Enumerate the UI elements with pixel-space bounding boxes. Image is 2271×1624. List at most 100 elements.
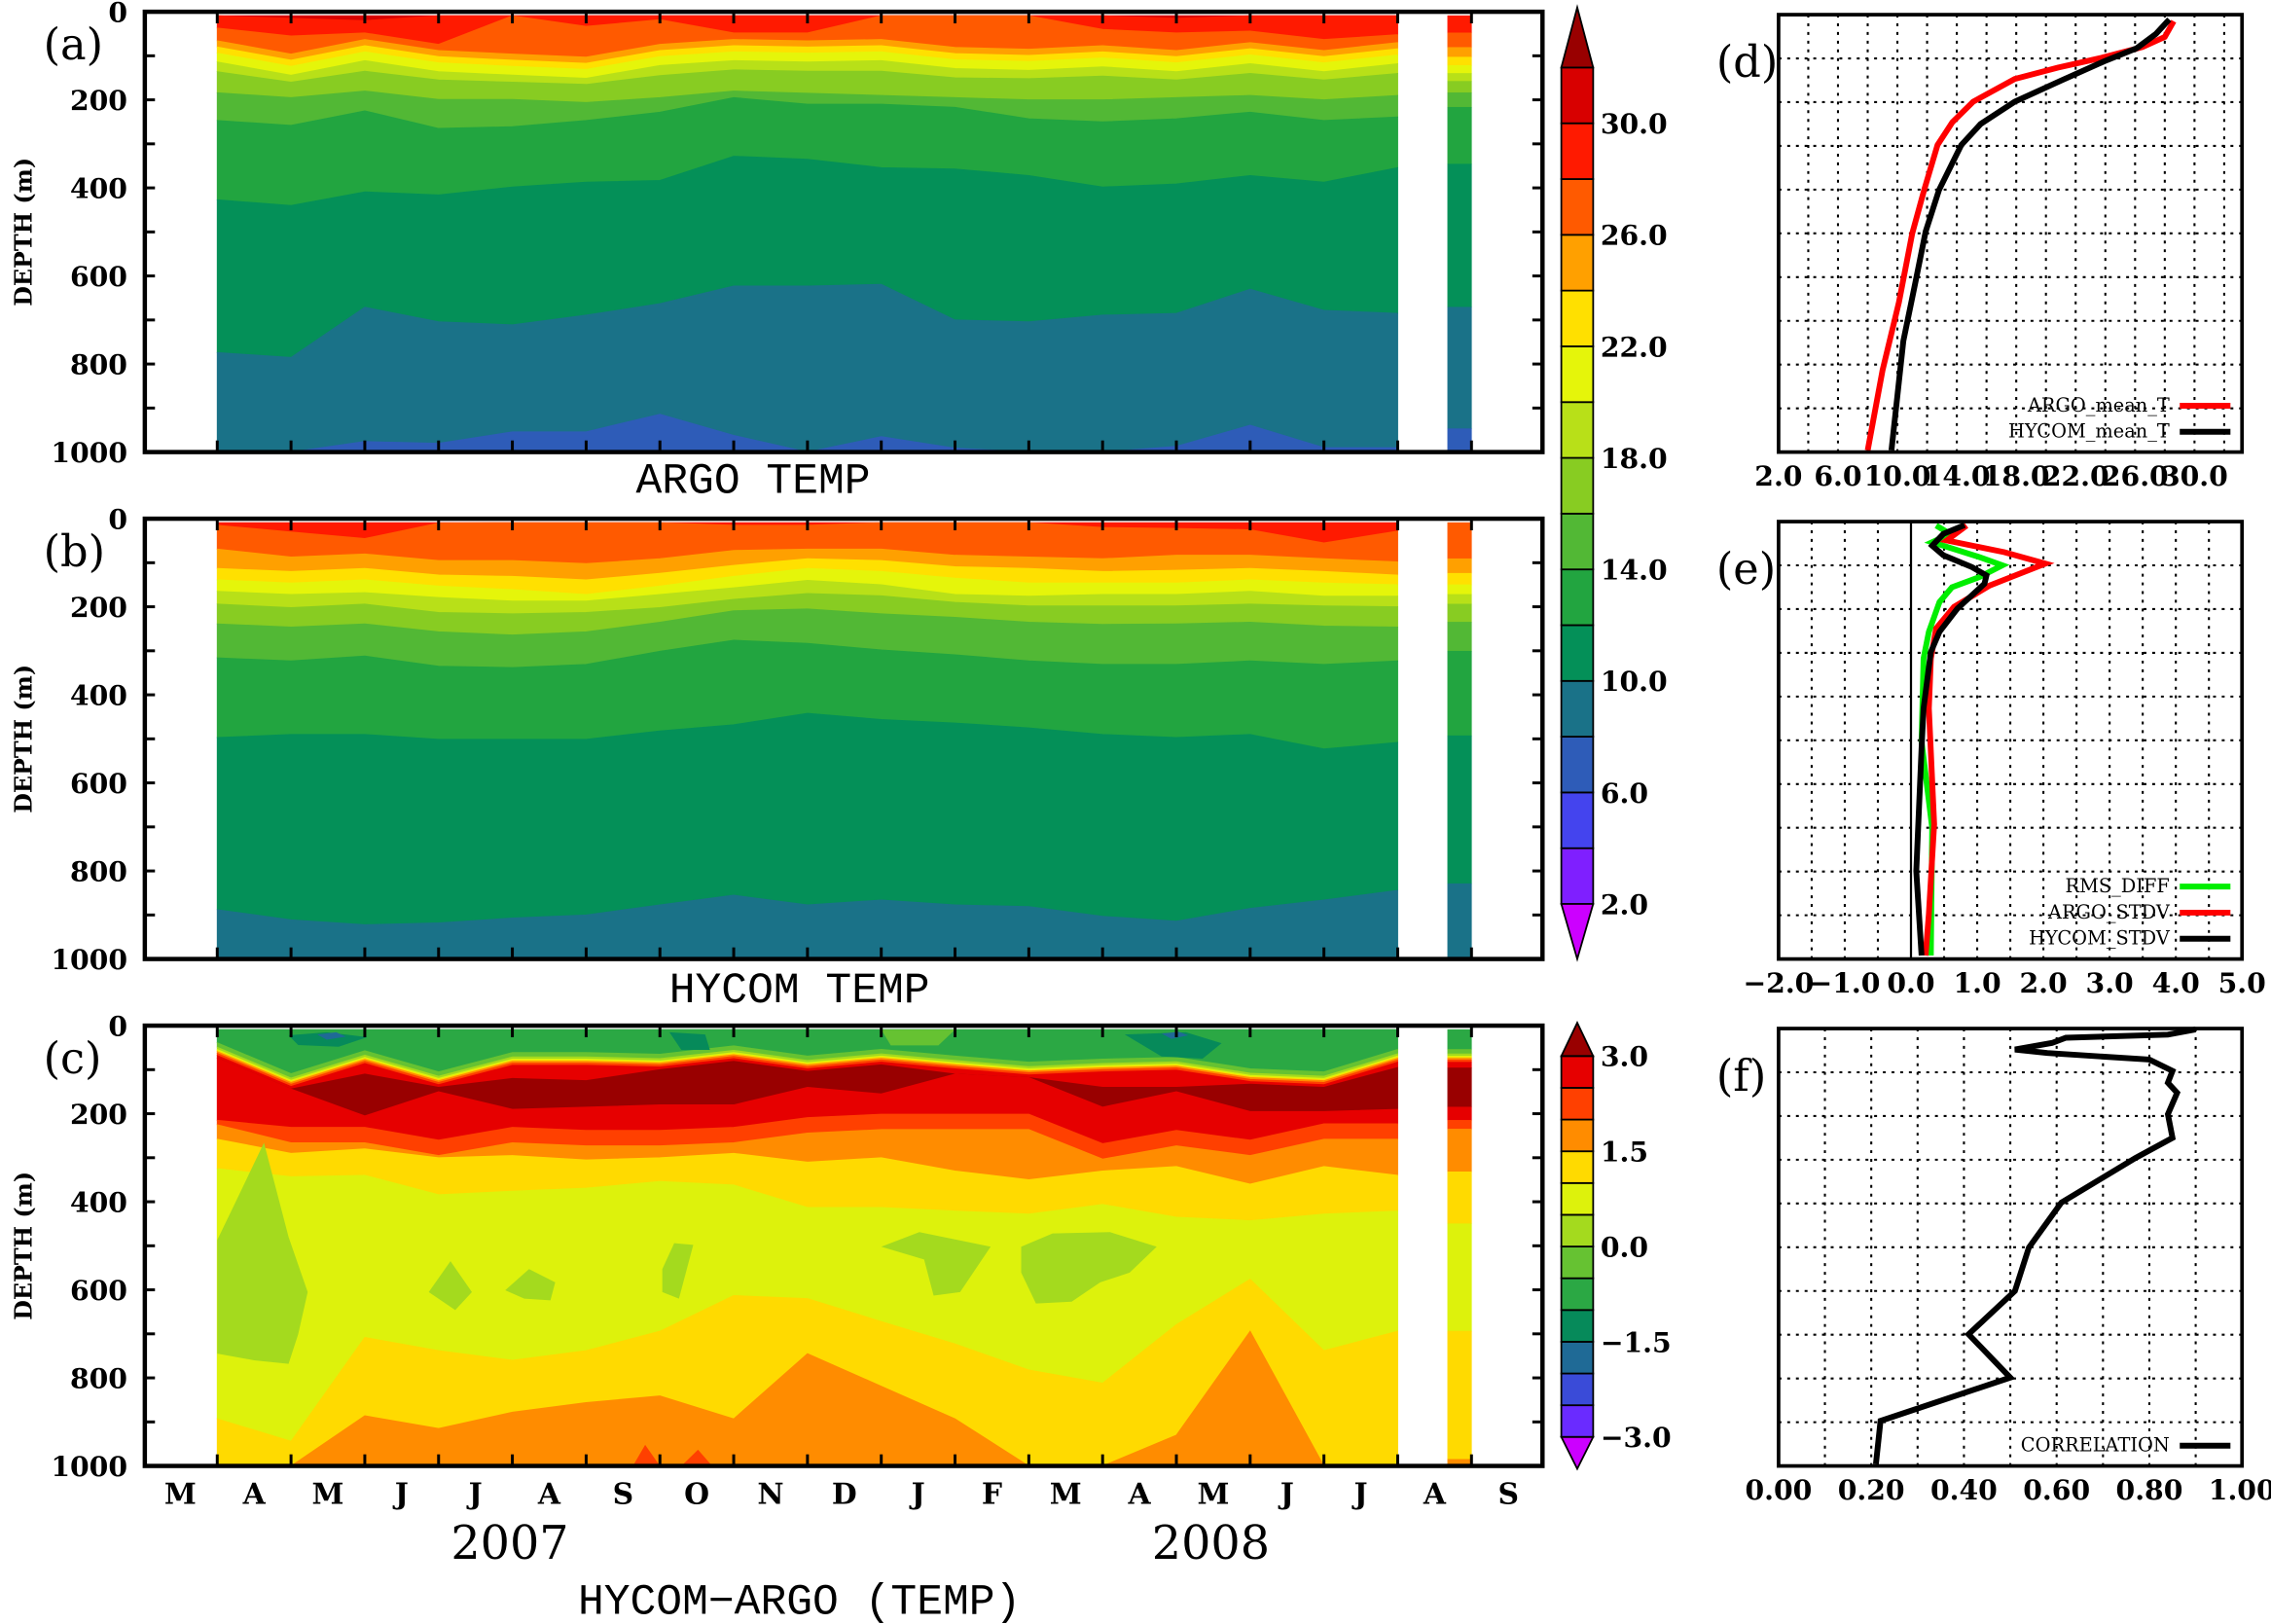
colorbar-label: 18.0 [1601, 442, 1668, 475]
x-tick-label: 0.40 [1930, 1473, 1998, 1506]
strip-band-24-26 [1447, 558, 1472, 574]
colorbar-label: 10.0 [1601, 665, 1668, 698]
strip-band-16-18 [1447, 81, 1472, 93]
panel-f: 0.00 0.20 0.40 0.60 0.80 1.00 (f) CORRELATION [1716, 1027, 2271, 1506]
month-label: J [909, 1477, 925, 1511]
month-label: M [1050, 1477, 1082, 1511]
panel-label: (e) [1716, 544, 1776, 595]
contour-patch [1124, 1031, 1222, 1059]
contour-patch [669, 1031, 710, 1050]
month-label: A [1128, 1477, 1152, 1511]
legend-label: CORRELATION [2021, 1434, 2170, 1457]
colorbar-label: 2.0 [1601, 887, 1648, 920]
y-tick-label: 800 [70, 348, 127, 381]
strip-band-6-8 [1447, 428, 1472, 452]
strip-band-22-24 [1447, 572, 1472, 586]
contour-patch [317, 1031, 346, 1040]
panel-label: (f) [1716, 1051, 1766, 1101]
colorbar-bin [1560, 1213, 1595, 1247]
month-label: F [982, 1477, 1002, 1511]
x-tick-label: 6.0 [1814, 459, 1861, 492]
strip-band-16-18 [1447, 603, 1472, 623]
strip-band-0.0-0.5 [1447, 1053, 1472, 1057]
x-tick-label: 22.0 [2042, 459, 2109, 492]
panel-label: (d) [1716, 37, 1778, 88]
colorbar-label: 26.0 [1601, 219, 1668, 252]
colorbar-label: 0.0 [1601, 1230, 1648, 1263]
month-label: A [242, 1477, 267, 1511]
colorbar-label: 30.0 [1601, 107, 1668, 140]
colorbar-bin [1560, 345, 1595, 404]
colorbar-bin [1560, 1055, 1595, 1089]
x-tick-label: 0.60 [2023, 1473, 2090, 1506]
y-tick-label: 400 [70, 678, 127, 711]
x-tick-label: −2.0 [1743, 966, 1814, 999]
series-line-HYCOM_mean_T [1888, 17, 2172, 451]
strip-band-10-12 [1447, 163, 1472, 308]
colorbar-label: 14.0 [1601, 554, 1668, 587]
strip-band-12-14 [1447, 650, 1472, 737]
y-tick-label: 0 [108, 1009, 127, 1042]
month-label: M [1197, 1477, 1229, 1511]
x-tick-label: 0.80 [2116, 1473, 2183, 1506]
month-label: O [684, 1477, 709, 1511]
colorbar-bin [1560, 234, 1595, 292]
series-line-HYCOM_STDV [1913, 522, 1990, 956]
x-tick-label: 3.0 [2086, 966, 2134, 999]
contour-patch [681, 1449, 713, 1466]
month-label: A [537, 1477, 561, 1511]
x-tick-label: 26.0 [2102, 459, 2169, 492]
y-tick-label: 1000 [51, 436, 127, 469]
x-tick-label: 18.0 [1983, 459, 2050, 492]
strip-band-24-26 [1447, 47, 1472, 57]
y-tick-label: 1000 [51, 1450, 127, 1483]
contour-patch [428, 1261, 472, 1311]
colorbar-label: 6.0 [1601, 776, 1648, 810]
legend-label: RMS_DIFF [2066, 875, 2170, 897]
strip-band-1.0-1.5 [1447, 1330, 1472, 1461]
legend-label: ARGO_mean_T [2027, 394, 2170, 416]
colorbar-bin [1560, 456, 1595, 515]
colorbar-bin [1560, 1309, 1595, 1343]
strip-band-20-22 [1447, 584, 1472, 595]
month-label: D [832, 1477, 857, 1511]
difference-colorbar: −3.0 −1.5 0.0 1.5 3.0 [1560, 1021, 1672, 1471]
colorbar-under-triangle [1560, 1435, 1595, 1471]
colorbar-label: 22.0 [1601, 330, 1668, 363]
y-tick-label: 600 [70, 1274, 127, 1307]
contour-patch [662, 1243, 694, 1299]
strip-band-22-24 [1447, 56, 1472, 66]
y-tick-label: 800 [70, 1361, 127, 1394]
panel-a-title: ARGO TEMP [635, 457, 870, 506]
colorbar-bin [1560, 1118, 1595, 1153]
colorbar-bin [1560, 847, 1595, 905]
month-label: A [1423, 1477, 1447, 1511]
y-axis-label: DEPTH (m) [11, 1172, 38, 1320]
colorbar-bin [1560, 512, 1595, 571]
x-tick-label: 1.0 [1953, 966, 2001, 999]
year-2007-label: 2007 [451, 1517, 568, 1570]
contour-patch [505, 1269, 556, 1301]
strip-band-12-14 [1447, 106, 1472, 164]
x-tick-label: 2.0 [1754, 459, 1802, 492]
month-label: J [466, 1477, 483, 1511]
panel-a: 0 200 400 600 800 1000 DEPTH (m) (a) [11, 0, 1545, 469]
colorbar-bin [1560, 1087, 1595, 1121]
series-line-CORRELATION [1872, 1027, 2197, 1465]
colorbar-bin [1560, 66, 1595, 125]
colorbar-bin [1560, 1181, 1595, 1216]
colorbar-label: 3.0 [1601, 1040, 1648, 1073]
panel-d: 2.0 6.0 10.014.018.022.026.030.0 (d) ARGO_me… [1716, 13, 2245, 492]
colorbar-bin [1560, 1372, 1595, 1407]
month-label: M [164, 1477, 197, 1511]
x-tick-label: 14.0 [1924, 459, 1991, 492]
month-label: J [1278, 1477, 1294, 1511]
month-label: J [392, 1477, 409, 1511]
colorbar-bin [1560, 122, 1595, 180]
contour-patch [881, 1232, 991, 1296]
colorbar-bin [1560, 1150, 1595, 1184]
x-tick-label: 1.00 [2209, 1473, 2271, 1506]
x-tick-label: 5.0 [2218, 966, 2266, 999]
